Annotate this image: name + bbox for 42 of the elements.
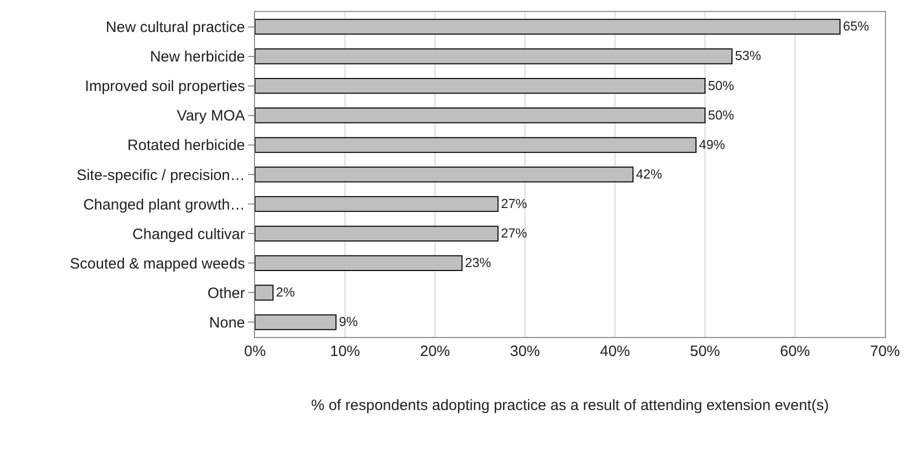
y-tick-label: Improved soil properties	[84, 78, 245, 96]
bar	[255, 166, 634, 182]
bar	[255, 284, 274, 301]
x-tick-label: 60%	[780, 343, 810, 360]
bar	[255, 137, 696, 153]
data-label: 53%	[735, 48, 762, 64]
y-tick-label: Changed cultivar	[132, 226, 245, 243]
data-label: 50%	[708, 107, 735, 122]
data-label: 49%	[699, 136, 726, 152]
bar	[255, 48, 732, 64]
x-tick-label: 30%	[510, 343, 540, 360]
data-label: 27%	[501, 226, 528, 240]
x-tick-label: 10%	[330, 343, 360, 360]
y-tick-label: New herbicide	[150, 48, 245, 66]
x-tick-label: 40%	[600, 343, 630, 360]
data-label: 65%	[843, 18, 870, 34]
y-tick-label: Site-specific / precision…	[76, 166, 245, 184]
data-label: 23%	[465, 255, 492, 270]
x-axis-title: % of respondents adopting practice as a result of attending extension event(s)	[311, 397, 829, 414]
y-tick-label: New cultural practice	[106, 19, 245, 36]
y-tick-label: Rotated herbicide	[127, 137, 245, 154]
bar	[255, 255, 462, 272]
bar	[255, 314, 336, 330]
y-tick-label: Changed plant growth…	[83, 196, 245, 214]
data-label: 42%	[636, 166, 663, 182]
x-tick-label: 50%	[690, 343, 720, 360]
y-tick-label: None	[209, 314, 245, 332]
data-label: 9%	[339, 314, 358, 330]
x-tick-label: 20%	[420, 343, 450, 360]
x-tick-label: 0%	[244, 343, 266, 360]
y-tick-label: Other	[207, 284, 246, 302]
x-tick-label: 70%	[870, 343, 900, 360]
data-label: 27%	[501, 196, 528, 211]
y-tick-label: Vary MOA	[176, 108, 245, 125]
bar	[255, 18, 840, 35]
y-tick-label: Scouted & mapped weeds	[70, 255, 245, 272]
data-label: 2%	[276, 284, 296, 300]
bar	[255, 108, 706, 124]
bar	[255, 226, 498, 242]
data-label: 50%	[708, 78, 734, 93]
bar	[255, 196, 498, 212]
bar	[255, 78, 706, 94]
